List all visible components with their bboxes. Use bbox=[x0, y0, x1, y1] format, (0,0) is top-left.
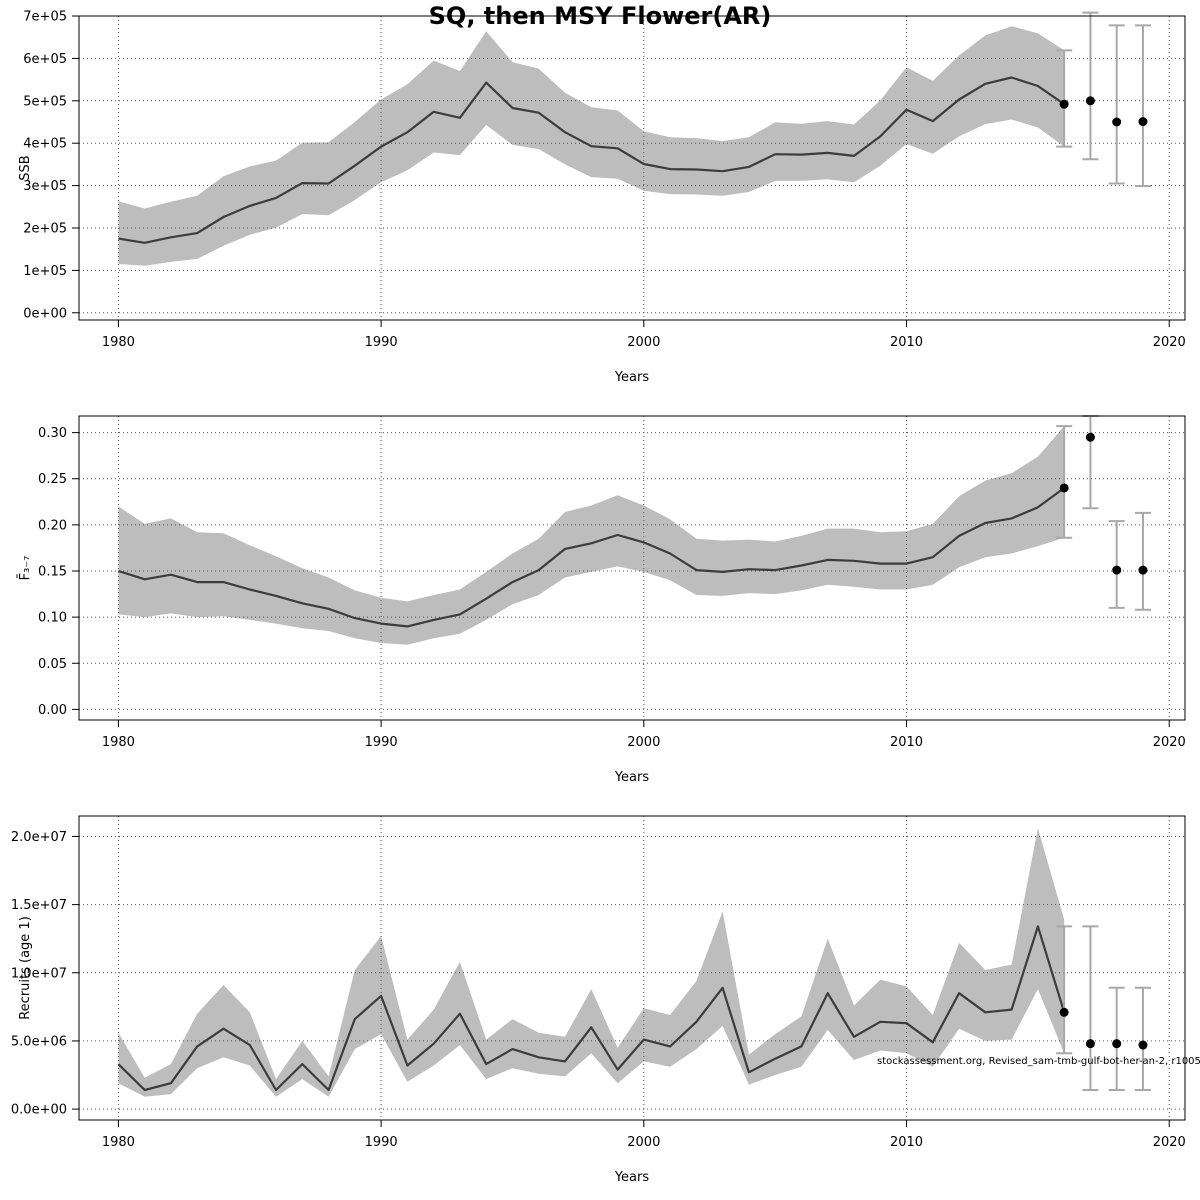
fbar-estimate-line bbox=[118, 487, 1065, 628]
recruits-forecast-point-2 bbox=[1112, 1039, 1122, 1049]
fbar-forecast-point-1 bbox=[1085, 432, 1095, 442]
ssb-estimate-line bbox=[118, 76, 1065, 244]
recruits-xtick-label-4: 2020 bbox=[1153, 1135, 1186, 1150]
fbar-forecast-point-0 bbox=[1059, 483, 1069, 493]
fbar-ytick-label-1: 0.05 bbox=[38, 657, 67, 672]
ssb-forecast-point-0 bbox=[1059, 99, 1069, 109]
ssb-xtick-label-2: 2000 bbox=[627, 335, 660, 350]
ssb-ytick-label-1: 1e+05 bbox=[23, 264, 67, 279]
ssb-xtick-label-3: 2010 bbox=[890, 335, 923, 350]
fbar-ytick-label-2: 0.10 bbox=[38, 611, 67, 626]
ssb-ytick-label-4: 4e+05 bbox=[23, 137, 67, 152]
ssb-ytick-label-3: 3e+05 bbox=[23, 179, 67, 194]
ssb-xtick-label-1: 1990 bbox=[365, 335, 398, 350]
recruits-forecast-point-3 bbox=[1138, 1040, 1148, 1050]
credit-note: stockassessment.org, Revised_sam-tmb-gul… bbox=[877, 1056, 1200, 1067]
fbar-ytick-label-5: 0.25 bbox=[38, 472, 67, 487]
ssb-xtick-label-0: 1980 bbox=[102, 335, 135, 350]
fbar-plot-frame bbox=[78, 415, 1186, 721]
ssb-ytick-label-0: 0e+00 bbox=[23, 306, 67, 321]
recruits-x-axis-label: Years bbox=[614, 1170, 650, 1185]
fbar-forecast-point-3 bbox=[1138, 565, 1148, 575]
fbar-forecast-point-2 bbox=[1112, 565, 1122, 575]
fbar-confidence-band bbox=[118, 426, 1065, 645]
recruits-xtick-label-3: 2010 bbox=[890, 1135, 923, 1150]
ssb-forecast-point-2 bbox=[1112, 117, 1122, 127]
fbar-xtick-label-0: 1980 bbox=[102, 735, 135, 750]
ssb-y-axis-label: SSB bbox=[18, 155, 33, 180]
fbar-xtick-label-2: 2000 bbox=[627, 735, 660, 750]
recruits-xtick-label-0: 1980 bbox=[102, 1135, 135, 1150]
recruits-ytick-label-4: 2.0e+07 bbox=[11, 830, 67, 845]
recruitment-panel: 1980 1990 2000 2010 2020 0.0e+00 5.0e+06 1.0e+0… bbox=[11, 815, 1186, 1185]
fbar-xtick-label-3: 2010 bbox=[890, 735, 923, 750]
recruits-xtick-label-2: 2000 bbox=[627, 1135, 660, 1150]
ssb-ytick-label-7: 7e+05 bbox=[23, 10, 67, 25]
fbar-xtick-label-1: 1990 bbox=[365, 735, 398, 750]
recruits-forecast-point-0 bbox=[1059, 1007, 1069, 1017]
ssb-x-axis-label: Years bbox=[614, 370, 650, 385]
fbar-ytick-label-3: 0.15 bbox=[38, 564, 67, 579]
recruits-ytick-label-1: 5.0e+06 bbox=[11, 1034, 67, 1049]
ssb-panel: 1980 1990 2000 2010 2020 0e+00 1e+05 2e+05 3e+05… bbox=[18, 10, 1186, 386]
recruits-ytick-label-3: 1.5e+07 bbox=[11, 898, 67, 913]
ssb-ytick-label-5: 5e+05 bbox=[23, 94, 67, 109]
ssb-forecast-point-1 bbox=[1085, 96, 1095, 106]
ssb-forecast-point-3 bbox=[1138, 117, 1148, 127]
ssb-ytick-label-6: 6e+05 bbox=[23, 52, 67, 67]
recruits-confidence-band bbox=[118, 828, 1065, 1097]
figure-title: SQ, then MSY Flower(AR) bbox=[429, 2, 772, 30]
ssb-xtick-label-4: 2020 bbox=[1153, 335, 1186, 350]
recruits-xtick-label-1: 1990 bbox=[365, 1135, 398, 1150]
recruits-ytick-label-0: 0.0e+00 bbox=[11, 1103, 67, 1118]
recruits-estimate-line bbox=[117, 925, 1066, 1092]
fbar-xtick-label-4: 2020 bbox=[1153, 735, 1186, 750]
fishing-mortality-panel: 1980 1990 2000 2010 2020 0.00 0.05 0.10 0.15 0.20… bbox=[18, 415, 1186, 785]
fbar-y-axis-label: F̄₃₋₇ bbox=[18, 556, 33, 581]
fbar-ytick-label-0: 0.00 bbox=[38, 703, 67, 718]
recruits-ytick-label-2: 1.0e+07 bbox=[11, 966, 67, 981]
fbar-ytick-label-4: 0.20 bbox=[38, 518, 67, 533]
recruits-plot-frame bbox=[78, 815, 1186, 1121]
ssb-plot-frame bbox=[78, 15, 1186, 321]
recruits-y-axis-label: Recruits (age 1) bbox=[18, 916, 33, 1020]
fbar-x-axis-label: Years bbox=[614, 770, 650, 785]
ssb-ytick-label-2: 2e+05 bbox=[23, 221, 67, 236]
recruits-forecast-point-1 bbox=[1085, 1039, 1095, 1049]
fbar-ytick-label-6: 0.30 bbox=[38, 426, 67, 441]
